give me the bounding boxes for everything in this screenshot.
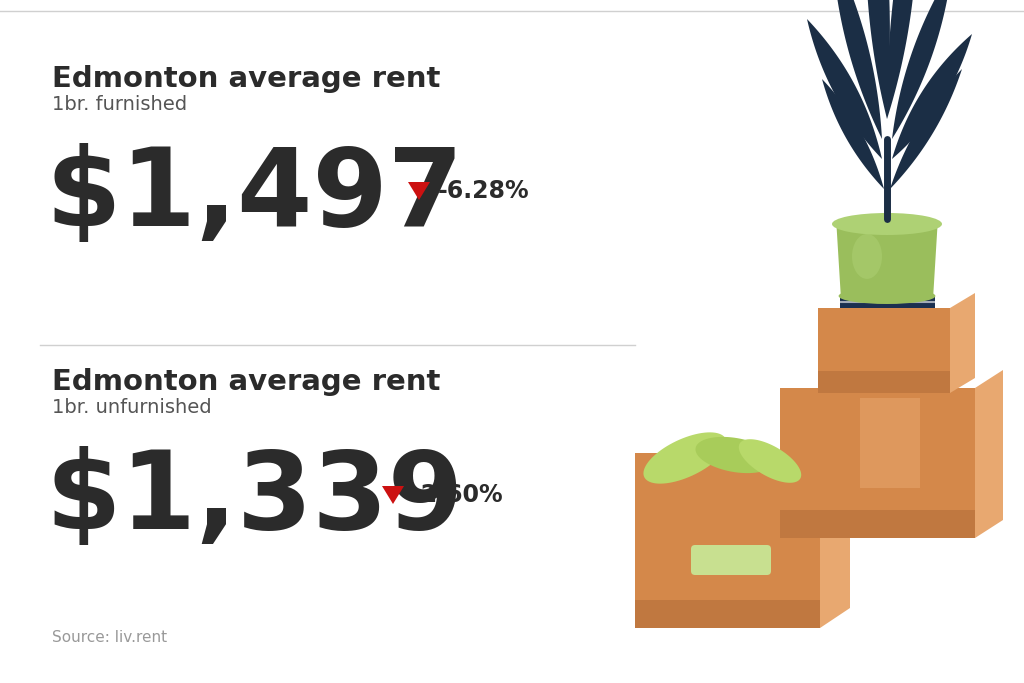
Polygon shape: [408, 182, 430, 200]
FancyBboxPatch shape: [780, 388, 975, 538]
Polygon shape: [874, 0, 890, 104]
Polygon shape: [695, 437, 774, 473]
Text: $1,497: $1,497: [45, 143, 463, 249]
Polygon shape: [807, 19, 882, 159]
Polygon shape: [890, 69, 962, 189]
FancyBboxPatch shape: [635, 600, 820, 628]
Polygon shape: [643, 432, 727, 484]
Polygon shape: [887, 0, 912, 104]
Polygon shape: [831, 0, 882, 139]
Text: $1,339: $1,339: [45, 446, 463, 552]
Polygon shape: [975, 370, 1002, 538]
Ellipse shape: [839, 288, 935, 304]
FancyBboxPatch shape: [860, 398, 920, 488]
Text: -6.28%: -6.28%: [438, 179, 529, 203]
Polygon shape: [892, 34, 972, 159]
Polygon shape: [892, 0, 952, 139]
Text: Source: liv.rent: Source: liv.rent: [52, 630, 167, 645]
FancyBboxPatch shape: [818, 371, 950, 393]
Polygon shape: [822, 79, 884, 189]
Polygon shape: [837, 224, 938, 296]
FancyBboxPatch shape: [818, 308, 950, 393]
Text: 1br. unfurnished: 1br. unfurnished: [52, 398, 212, 417]
Ellipse shape: [831, 213, 942, 235]
Text: Edmonton average rent: Edmonton average rent: [52, 65, 440, 93]
Polygon shape: [950, 293, 975, 393]
Text: Edmonton average rent: Edmonton average rent: [52, 368, 440, 396]
Text: -2.60%: -2.60%: [412, 483, 504, 507]
Ellipse shape: [852, 234, 882, 279]
Polygon shape: [887, 0, 918, 119]
FancyBboxPatch shape: [691, 545, 771, 575]
FancyBboxPatch shape: [780, 510, 975, 538]
Polygon shape: [820, 433, 850, 628]
Polygon shape: [866, 0, 888, 119]
FancyBboxPatch shape: [840, 296, 935, 308]
Polygon shape: [382, 486, 404, 504]
FancyBboxPatch shape: [635, 453, 820, 628]
Polygon shape: [738, 439, 801, 483]
Text: 1br. furnished: 1br. furnished: [52, 95, 187, 114]
